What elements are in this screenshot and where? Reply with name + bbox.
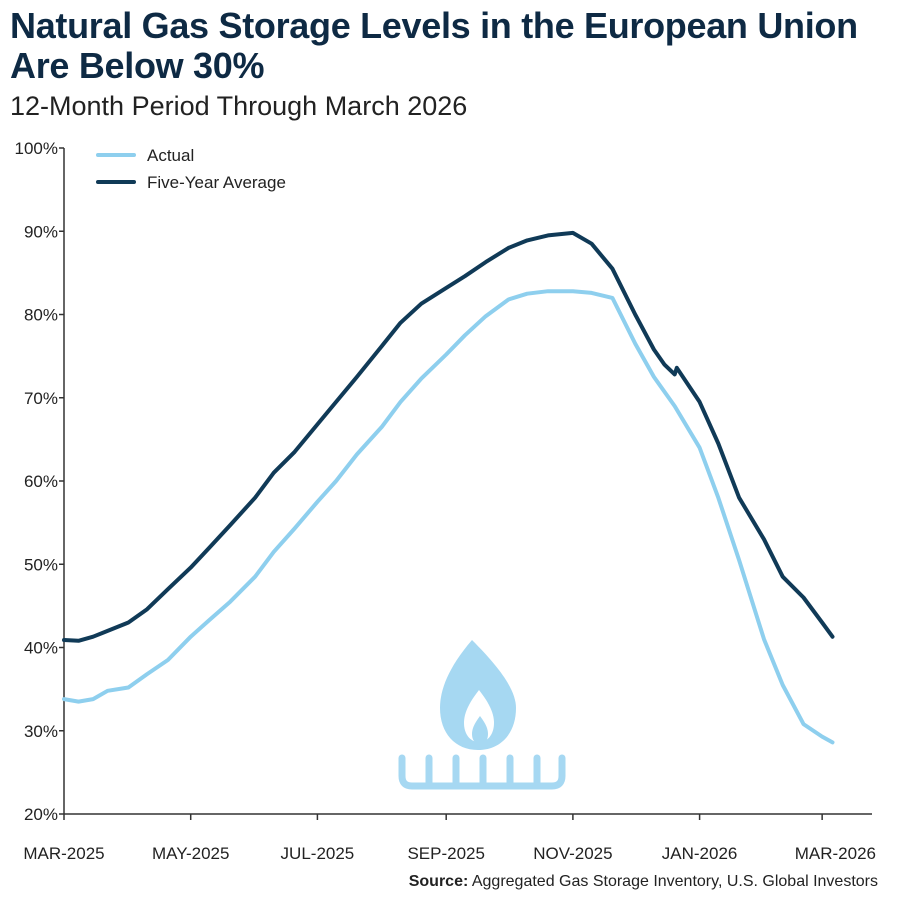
x-tick-label: JAN-2026	[662, 844, 738, 863]
x-tick-label: JUL-2025	[281, 844, 355, 863]
series-line-five-year-average	[62, 230, 835, 643]
y-tick-label: 80%	[24, 306, 58, 325]
x-tick-label: NOV-2025	[533, 844, 612, 863]
chart-legend: Actual Five-Year Average	[96, 146, 286, 192]
y-tick-label: 20%	[24, 805, 58, 824]
y-tick-label: 30%	[24, 722, 58, 741]
x-tick-label: MAY-2025	[152, 844, 230, 863]
y-tick-label: 50%	[24, 555, 58, 574]
x-tick-label: MAR-2026	[795, 844, 876, 863]
y-tick-label: 40%	[24, 639, 58, 658]
flame-core-shape	[472, 716, 488, 744]
y-tick-label: 60%	[24, 472, 58, 491]
series-layer	[62, 230, 835, 745]
burner-shape	[398, 754, 566, 790]
page-subtitle: 12-Month Period Through March 2026	[10, 91, 468, 121]
y-axis-ticks: 20% 30% 40% 50% 60% 70% 80% 90% 100%	[15, 139, 64, 824]
source-label: Source:	[408, 873, 469, 890]
y-tick-label: 90%	[24, 222, 58, 241]
y-tick-label: 70%	[24, 389, 58, 408]
gas-flame-icon	[398, 640, 566, 790]
series-line-actual	[62, 289, 835, 745]
source-note: Source: Aggregated Gas Storage Inventory…	[409, 873, 878, 891]
source-text: Aggregated Gas Storage Inventory, U.S. G…	[471, 873, 878, 890]
x-tick-label: MAR-2025	[23, 844, 104, 863]
x-tick-label: SEP-2025	[407, 844, 485, 863]
x-axis-ticks: MAR-2025 MAY-2025 JUL-2025 SEP-2025 NOV-2025…	[23, 814, 876, 863]
legend-label: Actual	[147, 146, 194, 165]
page-title: Natural Gas Storage Levels in the Europe…	[10, 5, 858, 86]
legend-label: Five-Year Average	[147, 173, 286, 192]
y-tick-label: 100%	[15, 139, 58, 158]
